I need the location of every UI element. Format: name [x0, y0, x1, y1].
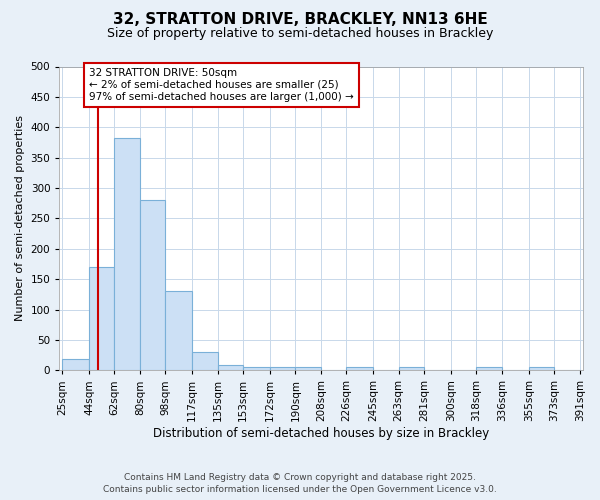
Text: 32, STRATTON DRIVE, BRACKLEY, NN13 6HE: 32, STRATTON DRIVE, BRACKLEY, NN13 6HE	[113, 12, 487, 28]
Text: Contains HM Land Registry data © Crown copyright and database right 2025.
Contai: Contains HM Land Registry data © Crown c…	[103, 472, 497, 494]
Bar	[243, 366, 270, 370]
Bar	[115, 138, 140, 370]
Y-axis label: Number of semi-detached properties: Number of semi-detached properties	[15, 116, 25, 322]
Bar	[218, 366, 243, 370]
Bar	[476, 366, 502, 370]
Bar	[166, 290, 192, 370]
X-axis label: Distribution of semi-detached houses by size in Brackley: Distribution of semi-detached houses by …	[153, 427, 489, 440]
Bar	[295, 366, 321, 370]
Bar	[398, 366, 424, 370]
Text: 32 STRATTON DRIVE: 50sqm
← 2% of semi-detached houses are smaller (25)
97% of se: 32 STRATTON DRIVE: 50sqm ← 2% of semi-de…	[89, 68, 354, 102]
Bar	[346, 366, 373, 370]
Bar	[140, 200, 166, 370]
Bar	[192, 352, 218, 370]
Bar	[270, 366, 295, 370]
Bar	[62, 360, 89, 370]
Bar	[529, 366, 554, 370]
Bar	[89, 267, 115, 370]
Text: Size of property relative to semi-detached houses in Brackley: Size of property relative to semi-detach…	[107, 28, 493, 40]
